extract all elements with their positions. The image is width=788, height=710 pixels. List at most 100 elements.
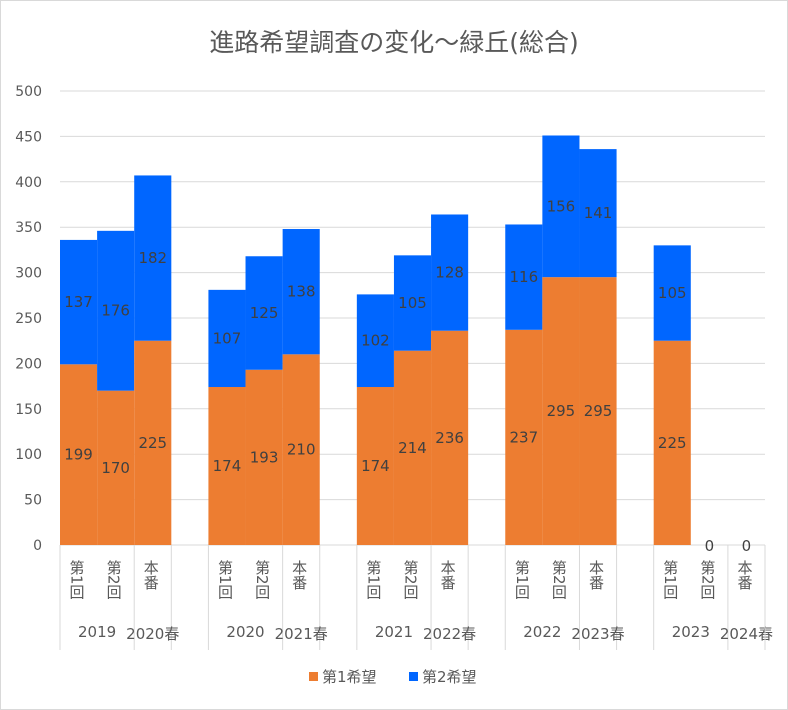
bar-first-choice	[393, 350, 432, 545]
bar-first-choice	[134, 340, 172, 545]
y-tick-label: 450	[15, 129, 42, 145]
category-label: 第2回	[105, 559, 123, 600]
data-label: 170	[101, 459, 130, 477]
group-label: 2020春	[126, 625, 179, 643]
data-label: 214	[398, 439, 427, 457]
data-label: 0	[742, 537, 752, 555]
y-tick-label: 150	[15, 402, 42, 418]
category-label: 第2回	[698, 559, 716, 600]
bar-first-choice	[505, 329, 543, 545]
bar-first-choice	[282, 354, 320, 545]
data-label: 156	[547, 197, 576, 215]
bar-second-choice	[356, 294, 394, 388]
bar-second-choice	[282, 229, 320, 355]
category-label: 本番	[439, 560, 457, 590]
category-label: 本番	[735, 560, 753, 590]
data-label: 128	[435, 264, 464, 282]
bar-first-choice	[431, 330, 469, 545]
data-label: 225	[138, 434, 167, 452]
data-label: 182	[138, 249, 167, 267]
data-label: 193	[250, 448, 279, 466]
data-label: 107	[213, 329, 242, 347]
category-label: 第2回	[253, 559, 271, 600]
bar-first-choice	[97, 390, 135, 545]
group-label: 2023春	[571, 625, 624, 643]
data-label: 141	[584, 204, 613, 222]
bar-first-choice	[208, 387, 246, 545]
bar-second-choice	[208, 289, 246, 388]
gridlines	[60, 90, 765, 546]
bar-first-choice	[356, 387, 394, 545]
category-label: 第1回	[513, 559, 531, 600]
data-label: 237	[509, 428, 538, 446]
y-tick-label: 400	[15, 175, 42, 191]
legend-swatch	[409, 672, 418, 681]
category-label: 第1回	[364, 559, 382, 600]
bar-second-choice	[505, 224, 543, 330]
bar-first-choice	[60, 364, 98, 545]
group-label: 2023	[672, 623, 710, 641]
data-label: 174	[361, 457, 390, 475]
category-label: 第1回	[68, 559, 86, 600]
data-label: 174	[213, 457, 242, 475]
y-axis: 0 50 100 150 200 250 300 350 400 450 500	[15, 84, 42, 554]
data-label: 0	[705, 537, 715, 555]
y-tick-label: 350	[15, 220, 42, 236]
y-tick-label: 300	[15, 266, 42, 282]
bar-second-choice	[579, 149, 617, 278]
data-label: 138	[287, 283, 316, 301]
y-tick-label: 0	[33, 538, 42, 554]
group-label: 2024春	[720, 625, 773, 643]
y-tick-label: 50	[24, 493, 42, 509]
category-label: 本番	[587, 560, 605, 590]
group-label: 2021春	[275, 625, 328, 643]
category-label: 第2回	[402, 559, 420, 600]
data-label: 295	[547, 402, 576, 420]
legend-label: 第1希望	[322, 668, 377, 686]
category-label: 第1回	[216, 559, 234, 600]
bar-second-choice	[245, 256, 283, 370]
group-label: 2022	[523, 623, 561, 641]
data-label: 116	[509, 268, 538, 286]
data-label: 176	[101, 302, 130, 320]
legend-swatch	[309, 672, 318, 681]
y-tick-label: 250	[15, 311, 42, 327]
data-label: 295	[584, 402, 613, 420]
y-tick-label: 200	[15, 356, 42, 372]
category-label: 本番	[142, 560, 160, 590]
x-axis: 第1回 第2回 本番 第1回 第2回 本番 第1回 第2回 本番 第1回 第2回 本番 第1回 第2回 本番…	[59, 545, 773, 650]
data-label: 102	[361, 332, 390, 350]
category-label: 第2回	[550, 559, 568, 600]
legend: 第1希望 第2希望	[309, 668, 477, 686]
bar-first-choice	[542, 277, 580, 545]
group-label: 2019	[78, 623, 116, 641]
bar-second-choice	[393, 255, 432, 351]
bar-first-choice	[245, 369, 283, 545]
bar-second-choice	[431, 214, 469, 331]
legend-label: 第2希望	[422, 668, 477, 686]
bar-second-choice	[653, 245, 691, 341]
group-label: 2021	[375, 623, 413, 641]
data-label: 125	[250, 304, 279, 322]
data-label: 236	[435, 429, 464, 447]
category-label: 本番	[290, 560, 308, 590]
bar-second-choice	[97, 230, 135, 391]
chart-title: 進路希望調査の変化～緑丘(総合)	[209, 28, 579, 57]
data-label: 105	[398, 294, 427, 312]
data-label: 199	[64, 446, 93, 464]
data-labels: 199 137 170 176 225 182 174 107 193 125 210 138 174 1…	[64, 197, 751, 555]
bar-second-choice	[542, 135, 580, 278]
bar-second-choice	[60, 239, 98, 365]
group-label: 2022春	[423, 625, 476, 643]
bar-second-choice	[134, 175, 172, 341]
data-label: 137	[64, 293, 93, 311]
group-label: 2020	[226, 623, 264, 641]
category-label: 第1回	[661, 559, 679, 600]
bar-first-choice	[653, 340, 691, 545]
bar-first-choice	[579, 277, 617, 545]
y-tick-label: 100	[15, 447, 42, 463]
data-label: 225	[658, 434, 687, 452]
bars	[60, 135, 691, 545]
data-label: 210	[287, 441, 316, 459]
